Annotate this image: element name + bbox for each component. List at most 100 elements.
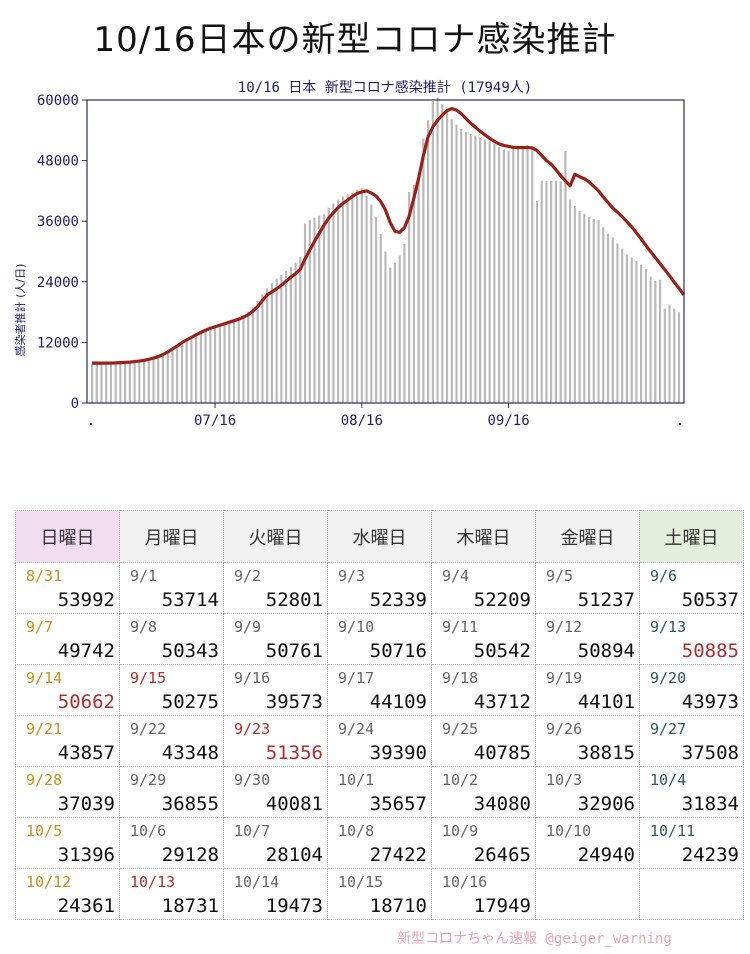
calendar-cell: 10/13 18731 xyxy=(119,868,224,920)
bar xyxy=(635,261,638,403)
x-tick-label: . xyxy=(87,413,95,429)
weekday-header-row: 日曜日 月曜日 火曜日 水曜日 木曜日 金曜日 土曜日 xyxy=(15,510,744,563)
bar xyxy=(474,135,477,403)
bar xyxy=(356,189,359,403)
bar xyxy=(251,307,255,403)
cell-value: 31834 xyxy=(681,793,739,815)
bar xyxy=(412,184,415,403)
bar xyxy=(398,255,401,403)
bar xyxy=(512,148,515,403)
bar xyxy=(166,352,169,403)
cell-value: 50662 xyxy=(57,691,115,713)
calendar-cell: 9/18 43712 xyxy=(431,664,536,716)
bar xyxy=(384,251,387,403)
bar xyxy=(592,218,595,403)
bar xyxy=(583,213,586,404)
calendar-cell: 9/4 52209 xyxy=(431,562,536,614)
bar xyxy=(280,274,283,403)
calendar-cell: 10/16 17949 xyxy=(431,868,536,920)
cell-value: 50761 xyxy=(265,640,323,662)
calendar-cell: 9/26 38815 xyxy=(535,715,640,767)
cell-date: 10/2 xyxy=(442,771,479,789)
bar xyxy=(341,196,344,403)
bar xyxy=(360,188,363,404)
bar xyxy=(256,300,259,403)
calendar-cell: 9/19 44101 xyxy=(535,664,640,716)
y-ticks-group: 0 12000 24000 36000 48000 60000 xyxy=(37,93,87,412)
bar xyxy=(616,243,619,403)
cell-value: 51237 xyxy=(577,589,635,611)
calendar-cell: 10/14 19473 xyxy=(223,868,328,920)
bar xyxy=(602,227,605,403)
weekday-header: 土曜日 xyxy=(639,510,744,563)
cell-date: 9/28 xyxy=(26,771,63,789)
bar xyxy=(365,195,368,403)
cell-date: 10/5 xyxy=(26,822,63,840)
cell-value: 24239 xyxy=(681,844,739,866)
bar xyxy=(171,349,174,403)
cell-date: 10/7 xyxy=(234,822,271,840)
watermark-credit: 新型コロナちゃん速報 @geiger_warning xyxy=(397,931,672,947)
cell-date: 9/18 xyxy=(442,669,479,687)
calendar-cell: 9/14 50662 xyxy=(15,664,120,716)
calendar-week-row: 9/14 50662 9/15 50275 9/16 39573 9/17 44109 9/18… xyxy=(15,664,744,716)
bar xyxy=(346,194,349,403)
calendar-week-row: 10/5 31396 10/6 29128 10/7 28104 10/8 27422 10/9… xyxy=(15,817,744,869)
calendar-cell: 10/9 26465 xyxy=(431,817,536,869)
cell-value: 43973 xyxy=(681,691,739,713)
calendar-cell: 10/12 24361 xyxy=(15,868,120,920)
bar xyxy=(223,322,226,403)
weekday-header: 日曜日 xyxy=(15,510,120,563)
bar xyxy=(422,138,425,403)
bar xyxy=(479,137,482,403)
bar xyxy=(587,216,591,403)
weekday-header: 月曜日 xyxy=(119,510,224,563)
y-tick-label: 24000 xyxy=(37,275,79,291)
cell-date: 9/10 xyxy=(338,618,375,636)
cell-date: 9/30 xyxy=(234,771,271,789)
bar xyxy=(554,180,558,403)
bar xyxy=(436,97,439,404)
bar xyxy=(531,146,534,403)
cell-date: 10/10 xyxy=(546,822,592,840)
bar xyxy=(403,243,406,403)
bar xyxy=(493,143,496,403)
bar xyxy=(351,192,354,403)
cell-date: 9/4 xyxy=(442,567,470,585)
calendar-cell: 10/10 24940 xyxy=(535,817,640,869)
bar xyxy=(195,333,198,403)
cell-value: 17949 xyxy=(473,895,531,917)
bar xyxy=(502,149,505,403)
calendar-cell: 9/22 43348 xyxy=(119,715,224,767)
x-tick-label: 09/16 xyxy=(488,413,530,429)
trend-line-group xyxy=(92,106,686,365)
cell-date: 9/24 xyxy=(338,720,375,738)
bar xyxy=(521,145,524,403)
calendar-cell: 9/16 39573 xyxy=(223,664,328,716)
bar xyxy=(654,280,657,403)
y-axis-label: 感染者推計 (人/日) xyxy=(13,264,27,357)
calendar-cell: 10/11 24239 xyxy=(639,817,744,869)
cell-value: 37039 xyxy=(57,793,115,815)
cell-value: 50275 xyxy=(161,691,219,713)
cell-value: 50537 xyxy=(681,589,739,611)
bar xyxy=(284,271,288,403)
bar xyxy=(597,220,600,403)
cell-date: 8/31 xyxy=(26,567,63,585)
bar xyxy=(289,267,292,403)
cell-value: 31396 xyxy=(57,844,115,866)
bar xyxy=(677,312,681,403)
cell-value: 40081 xyxy=(265,793,323,815)
cell-date: 9/2 xyxy=(234,567,262,585)
bar xyxy=(578,211,581,403)
cell-date: 9/23 xyxy=(234,720,271,738)
cell-date: 9/7 xyxy=(26,618,54,636)
calendar-week-row: 9/7 49742 9/8 50343 9/9 50761 9/10 50716 9/11 505… xyxy=(15,613,744,665)
bar xyxy=(294,262,297,403)
calendar-cell: 9/7 49742 xyxy=(15,613,120,665)
cell-value: 52339 xyxy=(369,589,427,611)
y-tick-label: 0 xyxy=(71,396,79,412)
cell-date: 9/11 xyxy=(442,618,479,636)
calendar-week-row: 9/28 37039 9/29 36855 9/30 40081 10/1 35657 10/2… xyxy=(15,766,744,818)
bar xyxy=(374,217,378,403)
